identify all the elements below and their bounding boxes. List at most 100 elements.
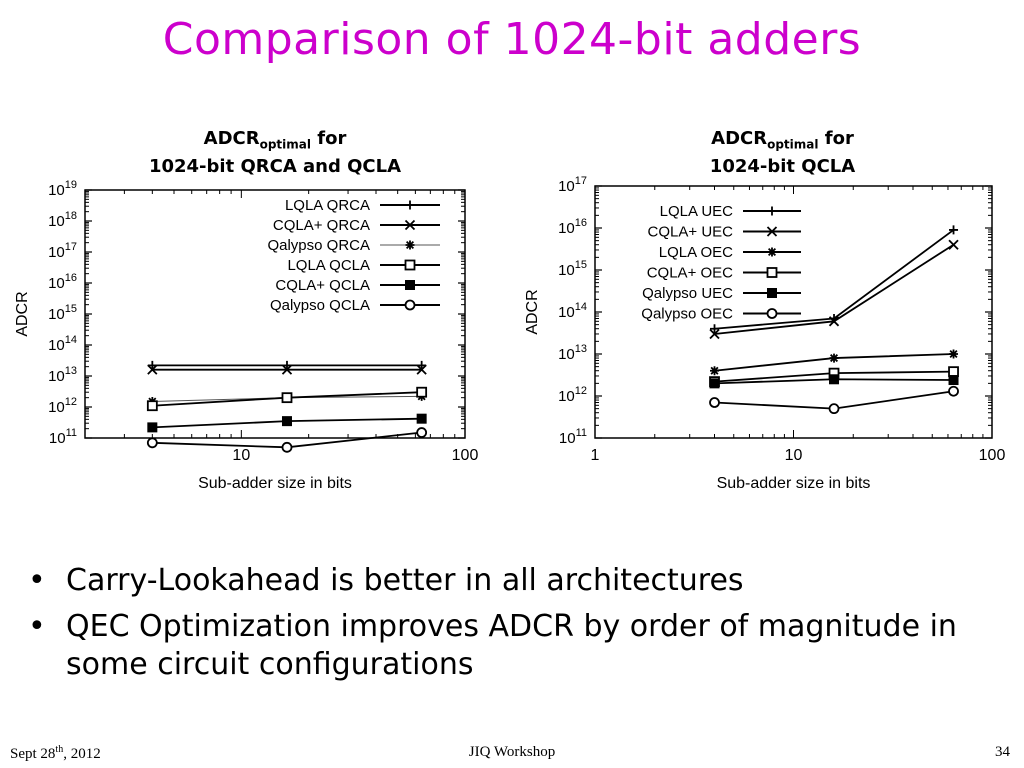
chart-1-data-point xyxy=(282,360,292,370)
chart-1-series xyxy=(147,360,427,370)
chart-2-data-point xyxy=(949,349,959,359)
chart-2-data-point xyxy=(948,239,959,250)
chart-1-data-point xyxy=(416,427,428,438)
chart-2-data-point xyxy=(948,375,959,386)
chart-1-x-tick-label: 10 xyxy=(232,447,250,464)
chart-2-title-sub: optimal xyxy=(767,137,819,152)
chart-2-y-tick-label: 1012 xyxy=(558,385,587,405)
footer-venue: JIQ Workshop xyxy=(468,744,556,760)
chart-1-y-tick-label: 1014 xyxy=(48,334,77,354)
chart-1-data-point xyxy=(281,441,293,453)
chart-1-legend-label: CQLA+ QRCA xyxy=(273,217,370,234)
chart-2-data-point xyxy=(709,378,720,389)
chart-2-legend-marker xyxy=(766,267,778,278)
chart-1-series xyxy=(147,364,427,375)
chart-2-x-axis-label: Sub-adder size in bits xyxy=(717,475,871,492)
chart-1-data-point xyxy=(417,360,427,370)
chart-1-title-sub: optimal xyxy=(259,137,311,152)
chart-2-legend-label: LQLA OEC xyxy=(659,244,733,261)
chart-2-x-tick-label: 10 xyxy=(785,447,803,464)
chart-1-data-point xyxy=(281,392,293,404)
chart-1-y-tick-base: 10 xyxy=(49,430,66,447)
bullet-glyph: • xyxy=(28,609,46,644)
chart-2-y-tick-base: 10 xyxy=(558,178,575,195)
chart-1-x-axis-label: Sub-adder size in bits xyxy=(198,475,352,492)
chart-2-legend-marker xyxy=(766,226,778,237)
chart-1-y-tick-exponent: 16 xyxy=(65,272,77,284)
chart-2-data-point xyxy=(828,403,840,415)
chart-1-y-tick-label: 1015 xyxy=(48,303,77,323)
chart-1-title-rest: for xyxy=(311,128,347,149)
chart-2-y-axis-label: ADCR xyxy=(524,289,541,334)
chart-1-y-tick-base: 10 xyxy=(48,213,65,230)
chart-1-y-tick-base: 10 xyxy=(48,275,65,292)
chart-1-y-tick-base: 10 xyxy=(48,306,65,323)
bullet-text-2: QEC Optimization improves ADCR by order … xyxy=(66,609,957,682)
chart-1-y-tick-label: 1019 xyxy=(48,179,77,199)
chart-1-legend-label: LQLA QRCA xyxy=(285,197,370,214)
chart-1-data-point xyxy=(416,386,428,398)
chart-2-title-main: ADCR xyxy=(711,128,768,149)
chart-2-y-tick-exponent: 16 xyxy=(575,217,587,229)
chart-1-y-tick-exponent: 13 xyxy=(65,365,77,377)
chart-2-data-point xyxy=(948,385,959,397)
chart-1-y-tick-exponent: 12 xyxy=(65,396,77,408)
chart-1-y-tick-exponent: 15 xyxy=(65,303,77,315)
chart-2-y-tick-exponent: 11 xyxy=(576,427,587,439)
chart-2-data-point xyxy=(949,225,959,235)
chart-2-data-point xyxy=(948,366,959,378)
footer-page-number: 34 xyxy=(995,744,1010,760)
chart-1-legend-label: Qalypso QRCA xyxy=(267,237,370,254)
chart-1-title: ADCRoptimal for 1024-bit QRCA and QCLA xyxy=(90,128,460,178)
chart-2-legend-marker xyxy=(767,247,777,257)
chart-2-x-tick-label: 1 xyxy=(591,447,600,464)
chart-1-y-tick-base: 10 xyxy=(48,244,65,261)
chart-1-title-main: ADCR xyxy=(203,128,260,149)
chart-1-data-point xyxy=(147,422,158,433)
chart-2-legend-label: LQLA UEC xyxy=(660,203,734,220)
chart-2-y-tick-exponent: 13 xyxy=(575,343,587,355)
bullet-list: • Carry-Lookahead is better in all archi… xyxy=(28,562,1008,692)
chart-2-title-line2: 1024-bit QCLA xyxy=(709,155,856,177)
chart-2-data-point xyxy=(829,374,840,385)
chart-1-data-point xyxy=(416,364,427,375)
chart-1-legend-marker xyxy=(404,259,416,271)
chart-1-data-point xyxy=(146,400,158,412)
bullet-glyph: • xyxy=(28,563,46,598)
chart-2-y-tick-label: 1011 xyxy=(559,427,587,447)
chart-1-y-tick-base: 10 xyxy=(48,337,65,354)
chart-1-y-tick-label: 1013 xyxy=(48,365,77,385)
footer-date-prefix: Sept 28 xyxy=(10,746,56,762)
chart-2-legend-label: Qalypso UEC xyxy=(642,285,733,302)
chart-1-y-tick-base: 10 xyxy=(48,368,65,385)
chart-2-y-tick-base: 10 xyxy=(558,262,575,279)
chart-2-y-tick-label: 1014 xyxy=(558,301,587,321)
chart-1-legend-marker xyxy=(404,219,416,231)
chart-1-series xyxy=(146,427,428,453)
chart-2-legend-marker xyxy=(767,206,777,216)
chart-1-legend-marker xyxy=(405,280,415,290)
chart-2-series xyxy=(709,374,959,389)
chart-2-y-tick-exponent: 12 xyxy=(575,385,587,397)
chart-2-data-point xyxy=(709,397,720,408)
chart-1-data-point xyxy=(281,416,292,427)
chart-1-y-tick-label: 1018 xyxy=(48,210,77,230)
chart-2-y-tick-exponent: 17 xyxy=(575,175,587,187)
chart-2-data-point xyxy=(710,324,720,334)
chart-1-y-tick-label: 1011 xyxy=(49,427,77,447)
chart-2-x-tick-label: 100 xyxy=(979,447,1006,464)
chart-2-y-tick-exponent: 15 xyxy=(575,259,587,271)
chart-1-y-tick-exponent: 18 xyxy=(65,210,77,222)
chart-1-y-tick-exponent: 11 xyxy=(66,427,77,439)
chart-1-legend-label: CQLA+ QCLA xyxy=(275,277,370,294)
chart-2-legend-label: CQLA+ UEC xyxy=(648,224,734,241)
chart-1-y-tick-base: 10 xyxy=(48,182,65,199)
bullet-item-2: • QEC Optimization improves ADCR by orde… xyxy=(28,608,1008,684)
chart-2-series xyxy=(709,385,959,415)
chart-1-series xyxy=(146,386,428,412)
chart-1-legend-marker xyxy=(405,240,415,250)
footer-date: Sept 28th, 2012 xyxy=(10,744,101,763)
chart-2-series xyxy=(709,239,959,340)
chart-2-y-tick-base: 10 xyxy=(558,304,575,321)
